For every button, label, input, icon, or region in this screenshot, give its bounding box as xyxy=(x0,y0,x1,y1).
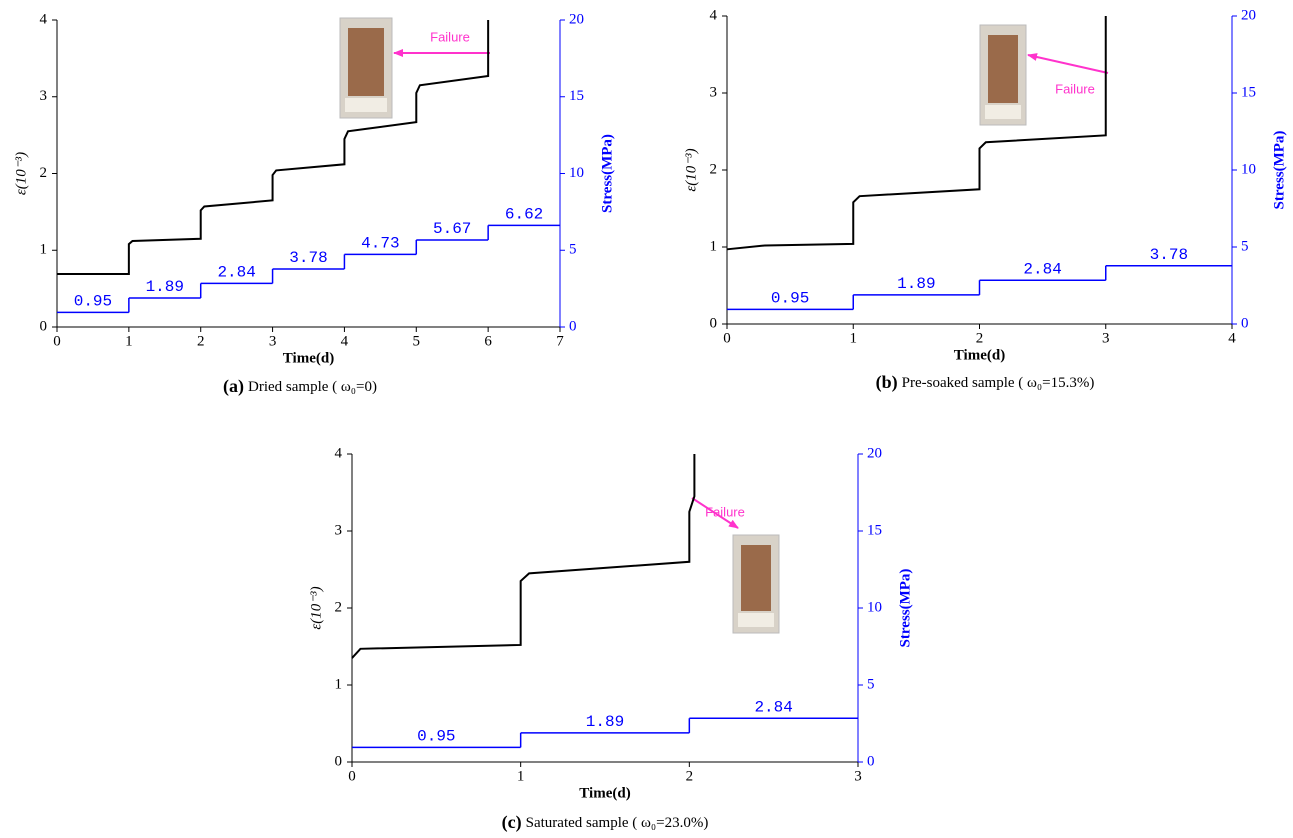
y2-tick-label: 20 xyxy=(867,445,882,461)
caption: (c)Saturated sample ( ω₀=23.0%) xyxy=(502,812,709,833)
x-tick-label: 2 xyxy=(197,333,205,349)
y-tick-label: 0 xyxy=(710,315,718,331)
y2-tick-label: 10 xyxy=(1241,161,1256,177)
annotation: Failure xyxy=(1055,81,1095,96)
x-tick-label: 3 xyxy=(1102,330,1110,346)
x-tick-label: 1 xyxy=(517,768,525,784)
sample-body xyxy=(741,545,771,611)
y2-tick-label: 15 xyxy=(569,88,584,104)
strain-line xyxy=(352,454,694,658)
value-label: 2.84 xyxy=(1023,260,1061,278)
y-tick-label: 4 xyxy=(40,11,48,27)
y2-tick-label: 0 xyxy=(569,318,577,334)
x-tick-label: 2 xyxy=(686,768,694,784)
y2-axis-label: Stress(MPa) xyxy=(1271,131,1287,210)
page: {"chart_data": [ {"type": "line", "xlabe… xyxy=(0,0,1293,838)
y2-axis-label: Stress(MPa) xyxy=(897,569,913,648)
annotation: Failure xyxy=(705,504,745,519)
y2-tick-label: 20 xyxy=(569,11,584,27)
y-tick-label: 3 xyxy=(335,522,343,538)
sample-body xyxy=(348,28,384,96)
x-axis-label: Time(d) xyxy=(283,350,334,366)
x-tick-label: 1 xyxy=(850,330,858,346)
caption-text: Dried sample ( ω₀=0) xyxy=(248,379,377,395)
value-label: 3.78 xyxy=(1150,246,1188,264)
figure: 012345670123405101520Time(d)ε(10⁻³)Stres… xyxy=(0,0,1293,838)
caption-label: (a) xyxy=(223,376,244,397)
y2-tick-label: 20 xyxy=(1241,7,1256,23)
x-tick-label: 1 xyxy=(125,333,133,349)
value-label: 0.95 xyxy=(417,728,455,746)
x-tick-label: 3 xyxy=(269,333,277,349)
caption-label: (b) xyxy=(876,372,898,393)
sample-base xyxy=(985,105,1021,119)
value-label: 3.78 xyxy=(289,249,327,267)
strain-line xyxy=(727,16,1106,249)
y2-tick-label: 5 xyxy=(867,676,875,692)
x-tick-label: 3 xyxy=(854,768,862,784)
x-axis-label: Time(d) xyxy=(954,347,1005,363)
y-tick-label: 4 xyxy=(710,7,718,23)
caption: (a)Dried sample ( ω₀=0) xyxy=(223,376,377,397)
y-tick-label: 1 xyxy=(710,238,718,254)
y2-tick-label: 0 xyxy=(1241,315,1249,331)
value-label: 2.84 xyxy=(217,264,255,282)
x-tick-label: 4 xyxy=(341,333,349,349)
y-tick-label: 2 xyxy=(40,165,48,181)
value-label: 5.67 xyxy=(433,220,471,238)
y-tick-label: 4 xyxy=(335,445,343,461)
value-label: 0.95 xyxy=(771,290,809,308)
y-tick-label: 0 xyxy=(40,318,48,334)
value-label: 4.73 xyxy=(361,235,399,253)
x-tick-label: 5 xyxy=(413,333,421,349)
value-label: 1.89 xyxy=(586,713,624,731)
strain-line xyxy=(57,20,488,274)
caption-text: Saturated sample ( ω₀=23.0%) xyxy=(526,815,709,831)
x-tick-label: 0 xyxy=(53,333,61,349)
value-label: 0.95 xyxy=(74,293,112,311)
sample-body xyxy=(988,35,1018,103)
y-tick-label: 0 xyxy=(335,753,343,769)
caption-text: Pre-soaked sample ( ω₀=15.3%) xyxy=(902,375,1095,391)
value-label: 1.89 xyxy=(897,275,935,293)
sample-base xyxy=(345,98,387,112)
y-axis-label: ε(10⁻³) xyxy=(308,586,324,629)
y-tick-label: 2 xyxy=(710,161,718,177)
y2-tick-label: 15 xyxy=(867,522,882,538)
x-tick-label: 7 xyxy=(556,333,564,349)
x-axis-label: Time(d) xyxy=(579,785,630,801)
y2-axis-label: Stress(MPa) xyxy=(599,134,615,213)
y2-tick-label: 5 xyxy=(1241,238,1249,254)
sample-base xyxy=(738,613,774,627)
y-tick-label: 1 xyxy=(335,676,343,692)
y-axis-label: ε(10⁻³) xyxy=(13,152,29,195)
x-tick-label: 2 xyxy=(976,330,984,346)
y2-tick-label: 5 xyxy=(569,242,577,258)
value-label: 2.84 xyxy=(754,698,792,716)
caption-label: (c) xyxy=(502,812,522,833)
x-tick-label: 6 xyxy=(484,333,492,349)
y-axis-label: ε(10⁻³) xyxy=(683,148,699,191)
x-tick-label: 0 xyxy=(348,768,356,784)
y2-tick-label: 15 xyxy=(1241,84,1256,100)
value-label: 1.89 xyxy=(146,278,184,296)
annotation-arrow xyxy=(1028,55,1108,73)
y-tick-label: 3 xyxy=(40,88,48,104)
annotation: Failure xyxy=(430,29,470,44)
x-tick-label: 4 xyxy=(1228,330,1236,346)
y2-tick-label: 10 xyxy=(569,165,584,181)
y-tick-label: 1 xyxy=(40,242,48,258)
y2-tick-label: 0 xyxy=(867,753,875,769)
y-tick-label: 3 xyxy=(710,84,718,100)
y-tick-label: 2 xyxy=(335,599,343,615)
x-tick-label: 0 xyxy=(723,330,731,346)
y2-tick-label: 10 xyxy=(867,599,882,615)
value-label: 6.62 xyxy=(505,206,543,224)
caption: (b)Pre-soaked sample ( ω₀=15.3%) xyxy=(876,372,1095,393)
